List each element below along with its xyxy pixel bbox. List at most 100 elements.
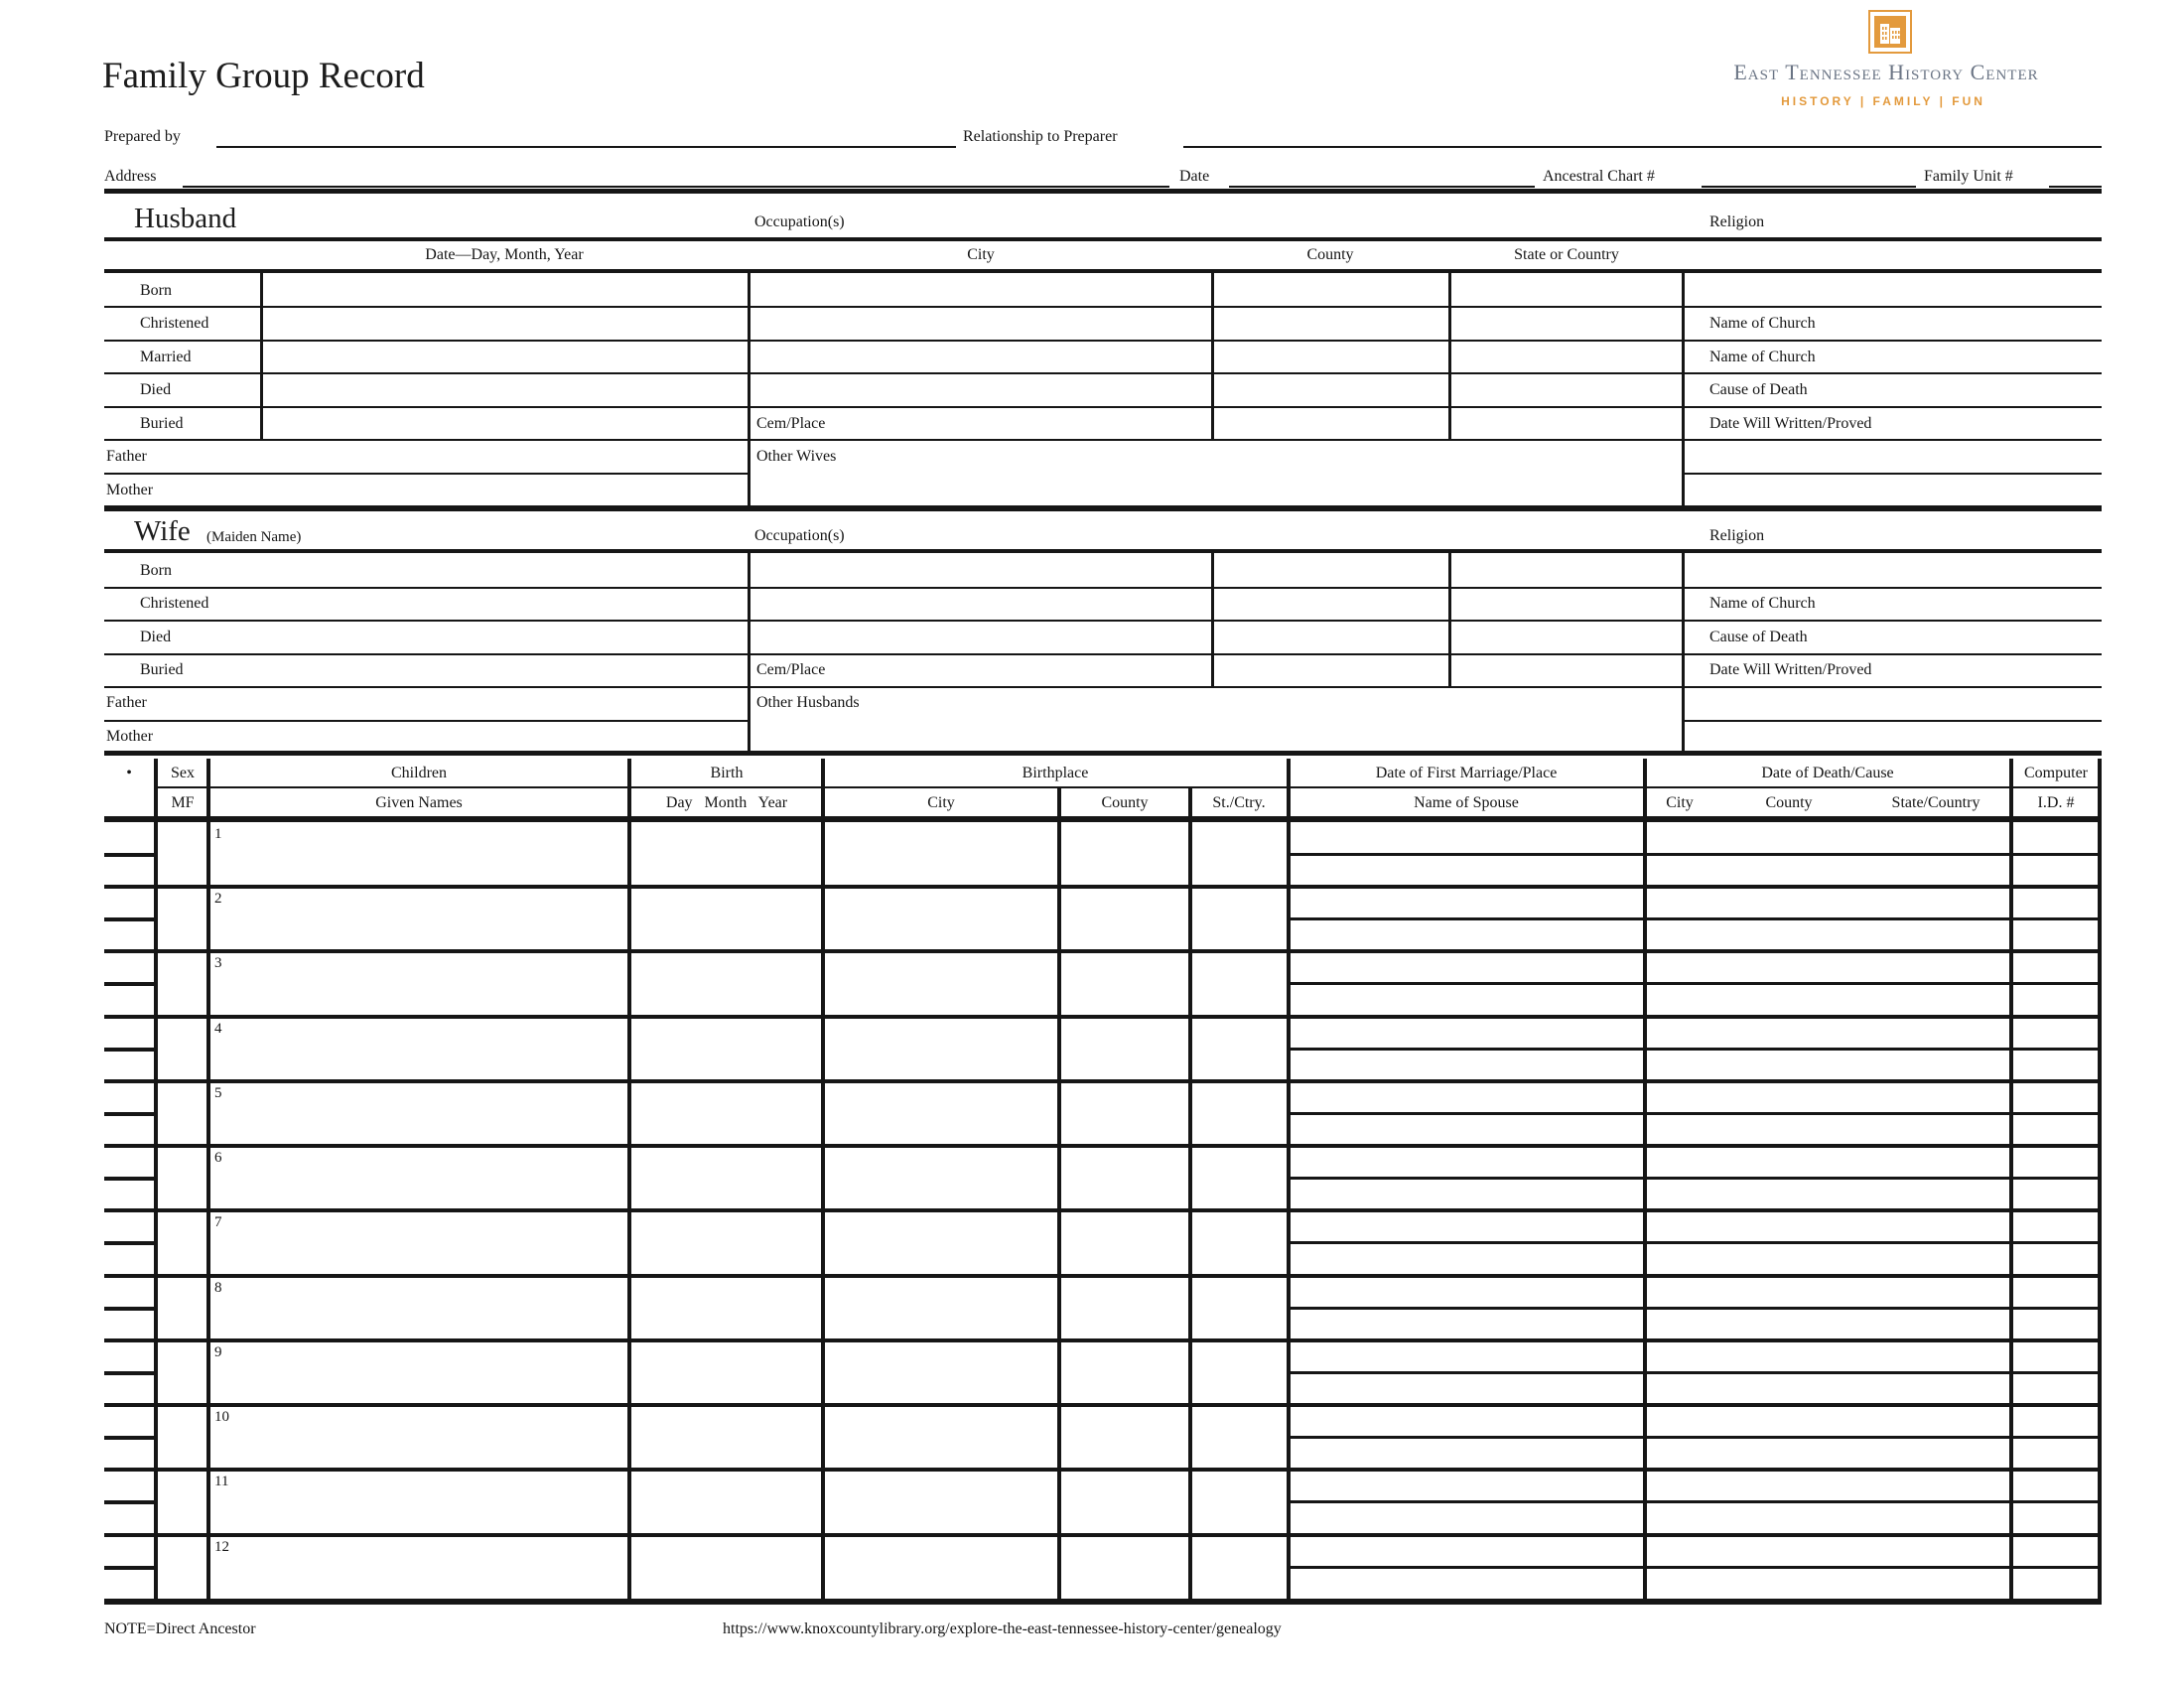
husband-row-buried: Buried xyxy=(140,415,184,432)
grid-line xyxy=(748,273,751,507)
children-col-death-county: County xyxy=(1765,794,1813,811)
grid-line xyxy=(1287,759,1291,817)
row-separator xyxy=(104,1338,2102,1342)
grid-line xyxy=(1448,553,1451,686)
grid-line xyxy=(2009,759,2013,817)
child-row-number: 7 xyxy=(214,1214,222,1230)
address-label: Address xyxy=(104,168,157,185)
date-blank-line xyxy=(1229,186,1535,188)
children-col-computer: Computer xyxy=(2024,765,2088,781)
husband-row-christened: Christened xyxy=(140,315,209,332)
child-row-number: 10 xyxy=(214,1409,229,1425)
section-rule xyxy=(104,237,2102,241)
grid-line xyxy=(104,587,2102,589)
direct-ancestor-blank xyxy=(104,1048,156,1052)
child-row-number: 5 xyxy=(214,1085,222,1101)
wife-occupations-label: Occupation(s) xyxy=(754,527,845,544)
husband-name-of-church-label: Name of Church xyxy=(1709,349,1816,365)
row-separator xyxy=(104,1468,2102,1472)
child-row-number: 8 xyxy=(214,1280,222,1296)
row-separator xyxy=(104,1144,2102,1148)
grid-line xyxy=(1057,786,1061,817)
grid-line xyxy=(821,759,825,817)
husband-occupations-label: Occupation(s) xyxy=(754,213,845,230)
grid-line xyxy=(1682,273,1685,507)
grid-line xyxy=(1289,1500,2102,1503)
row-separator xyxy=(104,949,2102,953)
row-separator xyxy=(104,1533,2102,1537)
grid-line xyxy=(1682,553,1685,753)
child-row-number: 3 xyxy=(214,955,222,971)
relationship-blank-line xyxy=(1183,146,2102,148)
children-col-bp-county: County xyxy=(1101,794,1149,811)
child-row-number: 1 xyxy=(214,826,222,842)
direct-ancestor-blank xyxy=(104,853,156,857)
direct-ancestor-blank xyxy=(104,1566,156,1570)
section-rule xyxy=(104,269,2102,273)
row-separator xyxy=(104,1015,2102,1019)
grid-line xyxy=(1289,1112,2102,1115)
row-separator xyxy=(104,1079,2102,1083)
grid-line xyxy=(1289,853,2102,856)
grid-line xyxy=(104,439,2102,441)
section-rule xyxy=(104,189,2102,194)
husband-row-married: Married xyxy=(140,349,192,365)
wife-cause-of-death-label: Cause of Death xyxy=(1709,629,1808,645)
grid-line xyxy=(154,759,158,817)
row-separator xyxy=(104,1403,2102,1407)
direct-ancestor-note: NOTE=Direct Ancestor xyxy=(104,1620,256,1637)
grid-line xyxy=(1683,473,2102,475)
direct-ancestor-blank xyxy=(104,1177,156,1181)
direct-ancestor-blank xyxy=(104,1436,156,1440)
grid-line xyxy=(1289,982,2102,985)
grid-line xyxy=(1289,1048,2102,1051)
grid-line xyxy=(1211,553,1214,686)
grid-line xyxy=(1289,1241,2102,1244)
grid-line xyxy=(260,273,263,440)
children-col-id: I.D. # xyxy=(2037,794,2075,811)
grid-line xyxy=(104,720,749,722)
husband-section-title: Husband xyxy=(134,203,237,234)
wife-row-father: Father xyxy=(106,694,147,711)
grid-line xyxy=(1211,273,1214,440)
prepared-by-blank-line xyxy=(216,146,956,148)
children-col-sex: Sex xyxy=(171,765,195,781)
child-row-number: 9 xyxy=(214,1344,222,1360)
children-col-death-state: State/Country xyxy=(1891,794,1980,811)
husband-religion-label: Religion xyxy=(1709,213,1765,230)
ancestral-chart-blank-line xyxy=(1702,186,1916,188)
husband-col-date: Date—Day, Month, Year xyxy=(425,246,584,263)
grid-line xyxy=(1289,1566,2102,1569)
grid-line xyxy=(1188,786,1192,817)
children-col-children: Children xyxy=(391,765,447,781)
row-separator xyxy=(104,885,2102,889)
wife-section-title: Wife xyxy=(134,515,191,547)
husband-col-city: City xyxy=(967,246,995,263)
grid-line xyxy=(2098,759,2102,817)
direct-ancestor-blank xyxy=(104,1112,156,1116)
grid-line xyxy=(104,406,2102,408)
husband-cem-place-label: Cem/Place xyxy=(756,415,826,432)
wife-row-christened: Christened xyxy=(140,595,209,612)
grid-line xyxy=(104,620,2102,622)
child-row-number: 6 xyxy=(214,1150,222,1166)
direct-ancestor-blank xyxy=(104,982,156,986)
child-row-number: 12 xyxy=(214,1539,229,1555)
husband-row-died: Died xyxy=(140,381,172,398)
history-center-logo-icon xyxy=(1868,10,1912,54)
children-col-birthplace: Birthplace xyxy=(1022,765,1089,781)
husband-other-wives-label: Other Wives xyxy=(756,448,837,465)
history-center-tagline: HISTORY | FAMILY | FUN xyxy=(1781,94,1985,108)
grid-line xyxy=(627,759,631,817)
grid-line xyxy=(156,786,2102,788)
children-col-sex-sub: MF xyxy=(171,794,195,811)
grid-line xyxy=(748,553,751,753)
grid-line xyxy=(104,653,2102,655)
grid-line xyxy=(1289,1371,2102,1374)
wife-maiden-name-label: (Maiden Name) xyxy=(206,529,302,545)
grid-line xyxy=(1683,720,2102,722)
husband-name-of-church-label: Name of Church xyxy=(1709,315,1816,332)
husband-col-state: State or Country xyxy=(1514,246,1619,263)
husband-row-mother: Mother xyxy=(106,482,154,498)
